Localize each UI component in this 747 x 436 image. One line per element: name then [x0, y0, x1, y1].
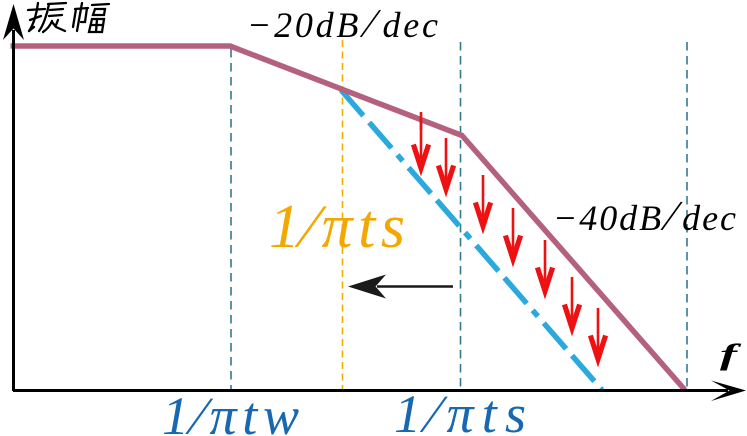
svg-text:−20dB ∕ dec: −20dB ∕ dec [247, 0, 438, 46]
svg-text:−40dB ∕ dec: −40dB ∕ dec [553, 193, 736, 240]
svg-text:f: f [720, 338, 742, 371]
svg-text:1∕πts: 1∕πts [269, 193, 405, 261]
svg-text:1∕πts: 1∕πts [394, 384, 526, 436]
svg-text:1∕πtw: 1∕πtw [162, 386, 299, 436]
